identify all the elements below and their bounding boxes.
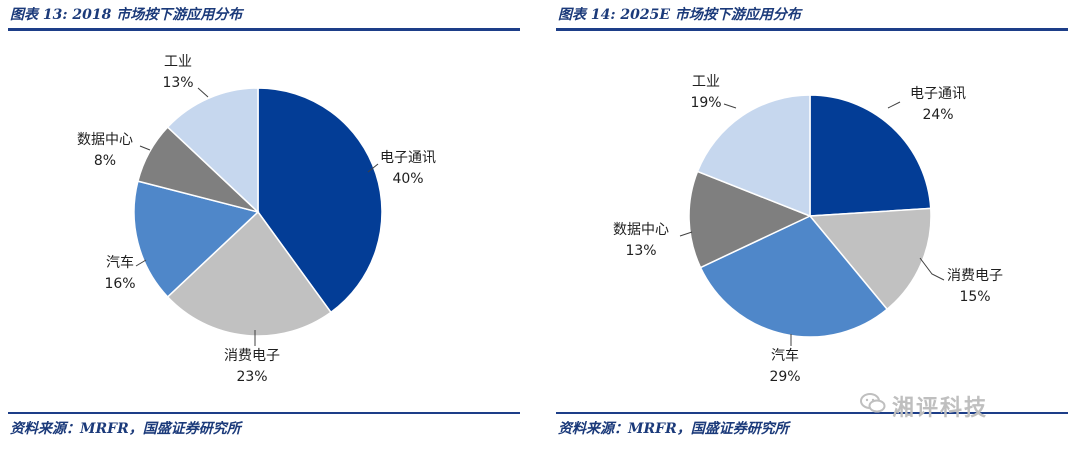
slice-value-label: 23% [236, 369, 267, 385]
leader-line [679, 231, 693, 237]
chart-title: 图表 14: 2025E 市场按下游应用分布 [558, 7, 801, 23]
source-note: 资料来源：MRFR，国盛证券研究所 [10, 421, 241, 437]
pie-slice [808, 207, 932, 311]
source-rule [8, 412, 520, 414]
leader-line [919, 257, 945, 281]
slice-label: 电子通讯 [910, 86, 966, 102]
wechat-icon [860, 393, 886, 413]
slice-label: 消费电子 [947, 268, 1003, 284]
slice-label: 消费电子 [224, 348, 280, 364]
slice-label: 汽车 [771, 347, 799, 364]
slice-value-label: 40% [392, 171, 423, 187]
leader-line [135, 259, 147, 267]
pie-slice [809, 94, 932, 217]
pie-chart-2025e: 电子通讯 24% 消费电子 15% 汽车 29% 数据中心 13% 工业 19% [613, 74, 1003, 385]
watermark-text: 湘评科技 [892, 396, 989, 421]
title-rule [8, 28, 520, 31]
slice-label: 汽车 [106, 254, 134, 271]
slice-label: 数据中心 [613, 222, 669, 238]
pie-slice [133, 180, 260, 298]
slice-label: 工业 [164, 54, 192, 70]
pie-slice [257, 87, 383, 314]
slice-value-label: 13% [625, 243, 656, 259]
chart-title: 图表 13: 2018 市场按下游应用分布 [10, 7, 243, 23]
pie-slice [696, 94, 811, 218]
slice-value-label: 8% [94, 153, 116, 169]
pie-slice [688, 170, 812, 269]
slice-value-label: 24% [922, 107, 953, 123]
leader-line [367, 163, 379, 173]
chart-panel-2025e: 图表 14: 2025E 市场按下游应用分布 电子通讯 24% 消费电子 15% 汽车 2… [548, 0, 1080, 451]
title-rule [556, 28, 1068, 31]
slice-value-label: 29% [769, 369, 800, 385]
pie-slice [166, 210, 332, 337]
source-note: 资料来源：MRFR，国盛证券研究所 [558, 421, 789, 437]
pie-slice [166, 87, 259, 214]
slice-value-label: 15% [959, 289, 990, 305]
slice-label: 数据中心 [77, 132, 133, 148]
slice-value-label: 13% [162, 75, 193, 91]
pie-chart-2018: 电子通讯 40% 消费电子 23% 汽车 16% 数据中心 8% 工业 13% [77, 54, 436, 385]
slice-label: 工业 [692, 74, 720, 90]
slice-label: 电子通讯 [380, 150, 436, 166]
source-rule [556, 412, 1068, 414]
leader-line [197, 87, 209, 98]
leader-line [887, 101, 901, 109]
slice-value-label: 16% [104, 276, 135, 292]
leader-line [723, 103, 737, 109]
slice-value-label: 19% [690, 95, 721, 111]
chart-panel-2018: 图表 13: 2018 市场按下游应用分布 电子通讯 40% 消费电子 23% 汽车 16… [0, 0, 530, 451]
leader-line [139, 145, 151, 151]
